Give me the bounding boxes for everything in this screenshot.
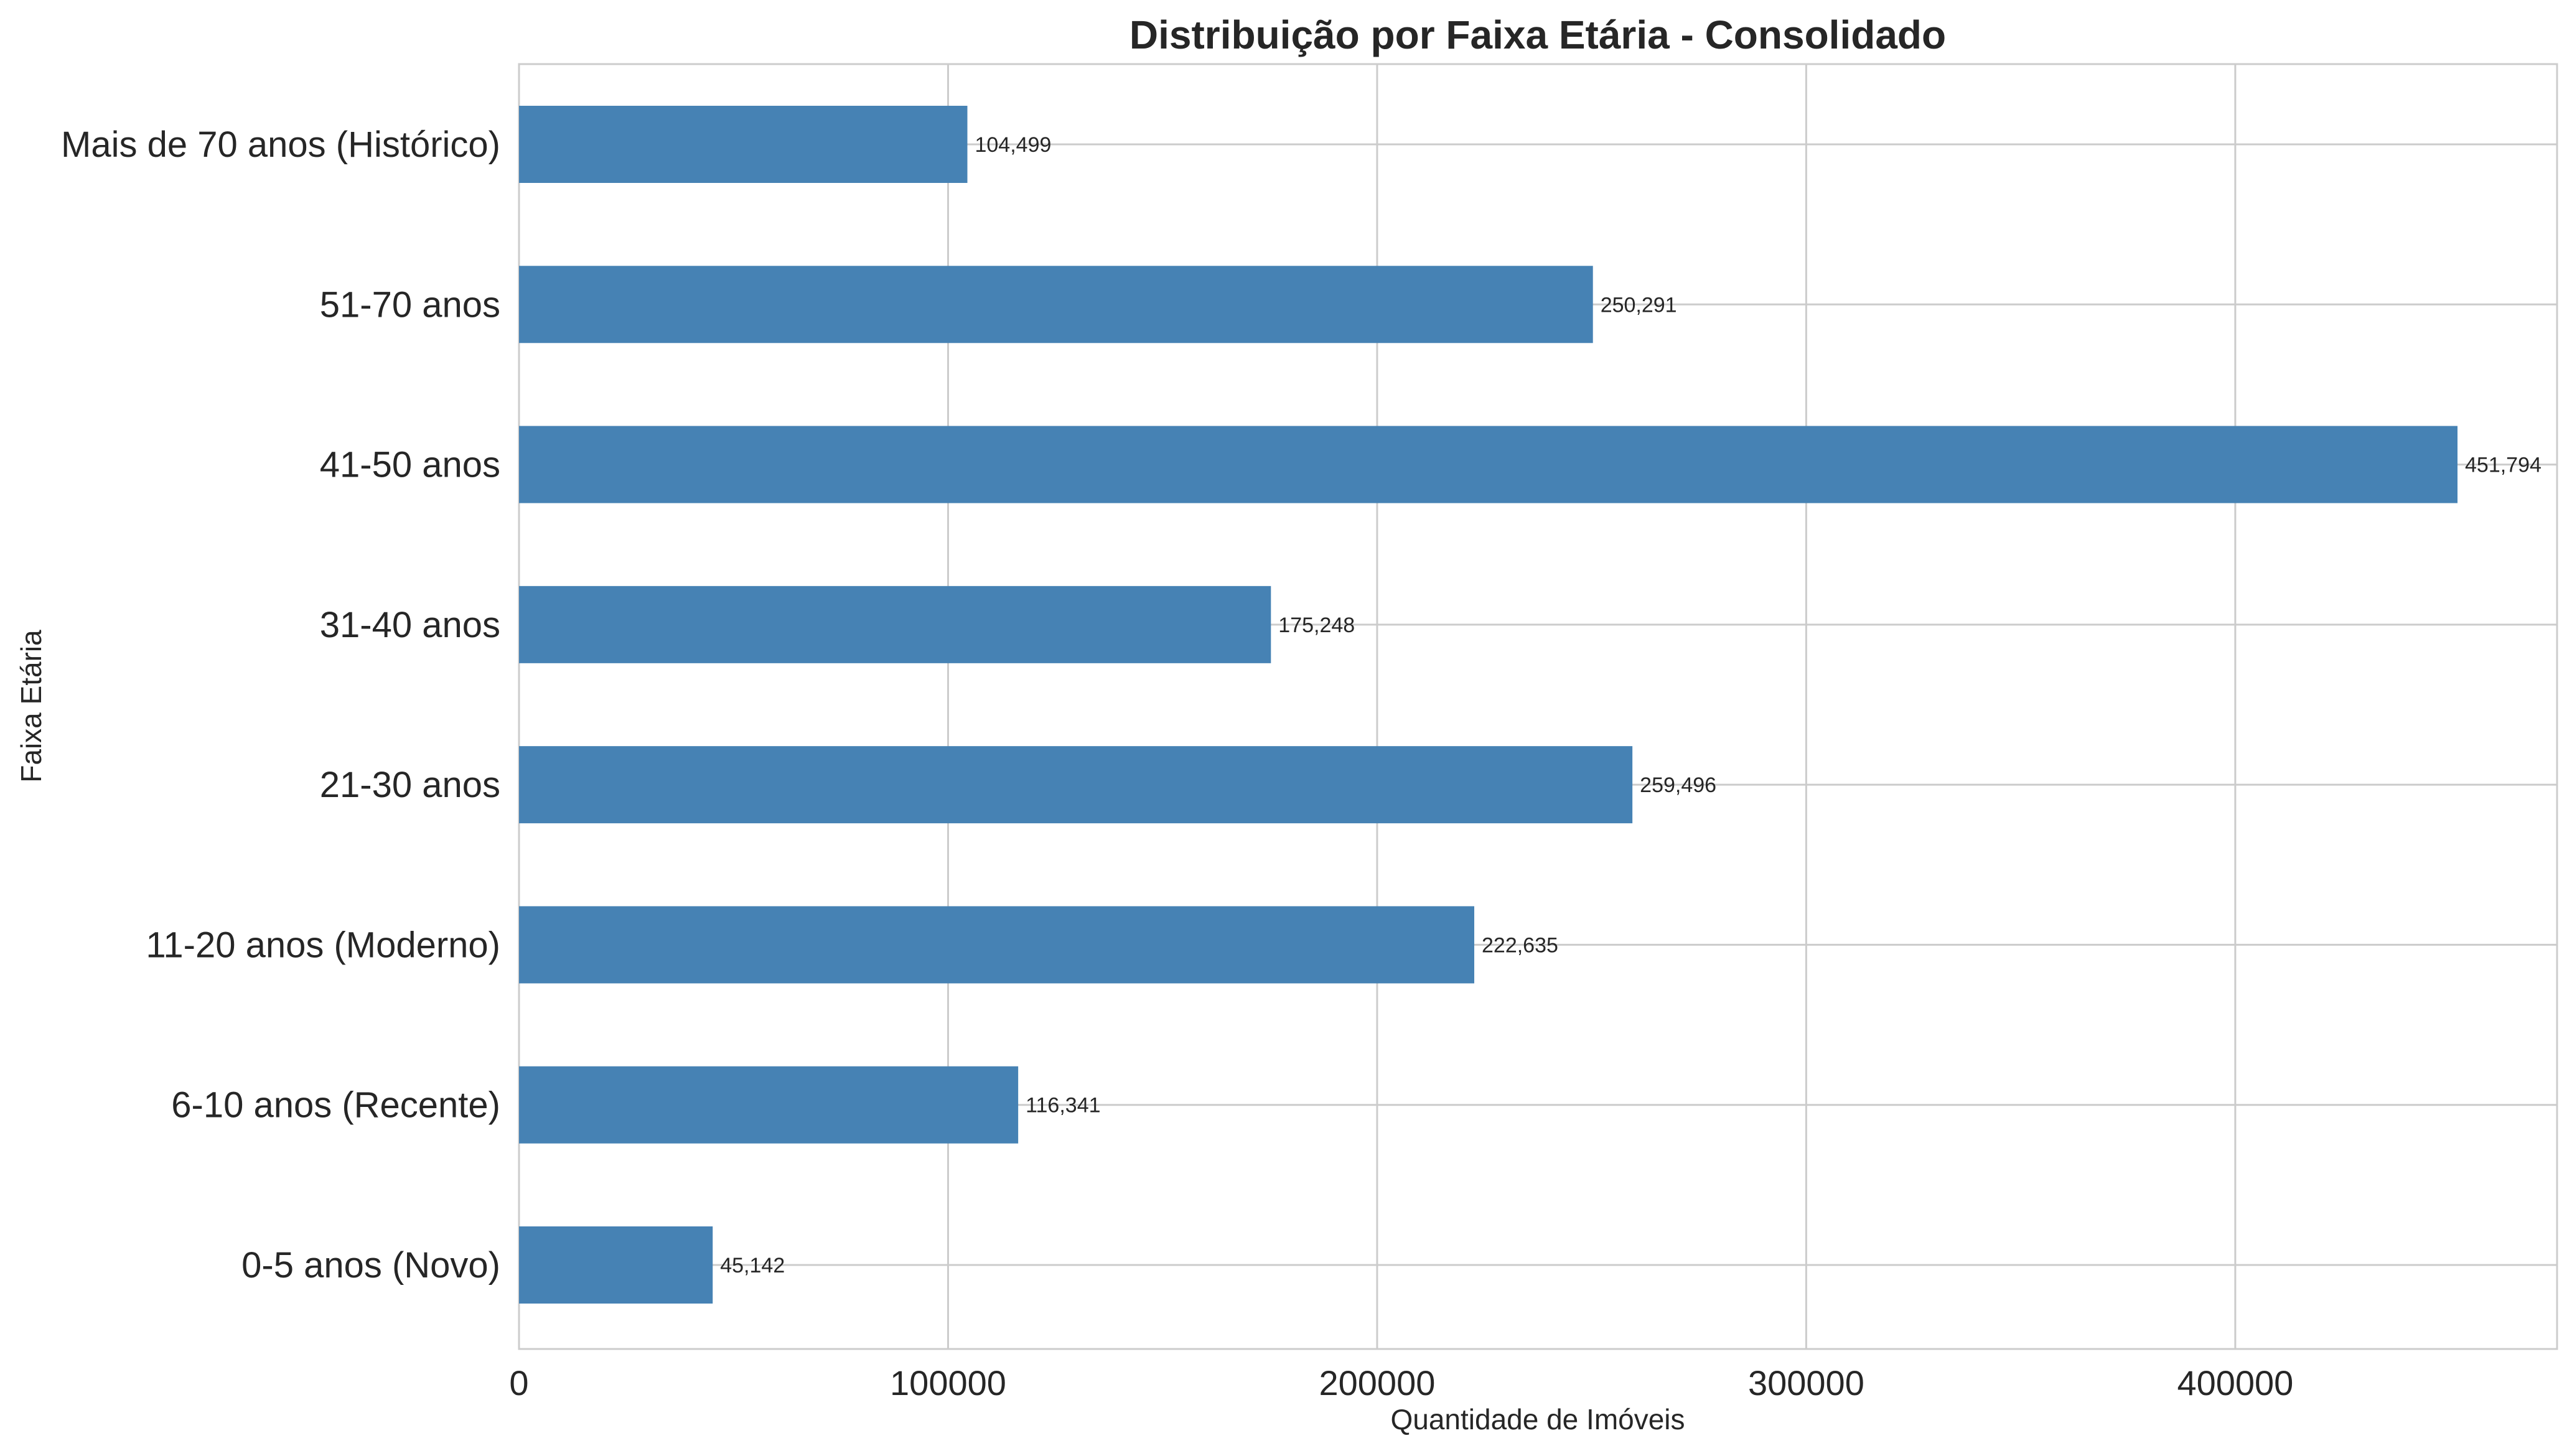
bar xyxy=(519,1066,1019,1144)
bar xyxy=(519,746,1633,824)
x-tick-label: 400000 xyxy=(2177,1363,2293,1402)
y-tick-label: 41-50 anos xyxy=(320,445,500,485)
bar-value-label: 175,248 xyxy=(1278,614,1355,637)
bar xyxy=(519,906,1475,984)
x-tick-label: 0 xyxy=(509,1363,528,1402)
bar-value-label: 451,794 xyxy=(2465,454,2542,477)
x-tick-label: 200000 xyxy=(1319,1363,1436,1402)
y-tick-label: 0-5 anos (Novo) xyxy=(241,1245,500,1286)
bar-value-label: 45,142 xyxy=(720,1254,785,1277)
bar-value-label: 222,635 xyxy=(1482,933,1558,957)
bar-value-label: 116,341 xyxy=(1026,1094,1100,1118)
bar-value-label: 250,291 xyxy=(1601,293,1677,317)
bar xyxy=(519,106,968,183)
bar xyxy=(519,266,1593,343)
y-tick-label: 51-70 anos xyxy=(320,284,500,325)
y-tick-label: 21-30 anos xyxy=(320,765,500,805)
y-tick-labels: 0-5 anos (Novo) 6-10 anos (Recente) 11-20 … xyxy=(61,124,500,1286)
x-tick-label: 100000 xyxy=(890,1363,1006,1402)
bar xyxy=(519,1226,713,1304)
y-axis-label: Faixa Etária xyxy=(15,630,47,783)
y-tick-label: Mais de 70 anos (Histórico) xyxy=(61,124,500,165)
bars: 45,142 116,341 222,635 259,496 175,248 451,79… xyxy=(519,106,2542,1304)
y-tick-label: 11-20 anos (Moderno) xyxy=(146,925,500,965)
plot-frame xyxy=(518,63,2558,1350)
y-tick-label: 6-10 anos (Recente) xyxy=(171,1085,500,1126)
bar-value-label: 104,499 xyxy=(975,133,1051,157)
y-tick-label: 31-40 anos xyxy=(320,605,500,645)
bar-value-label: 259,496 xyxy=(1640,773,1716,797)
x-tick-labels: 0 100000 200000 300000 400000 xyxy=(509,1363,2293,1402)
chart-title: Distribuição por Faixa Etária - Consolid… xyxy=(1129,12,1946,57)
bar xyxy=(519,586,1271,663)
x-axis-label: Quantidade de Imóveis xyxy=(1390,1403,1685,1435)
bar xyxy=(519,426,2458,503)
x-tick-label: 300000 xyxy=(1748,1363,1864,1402)
